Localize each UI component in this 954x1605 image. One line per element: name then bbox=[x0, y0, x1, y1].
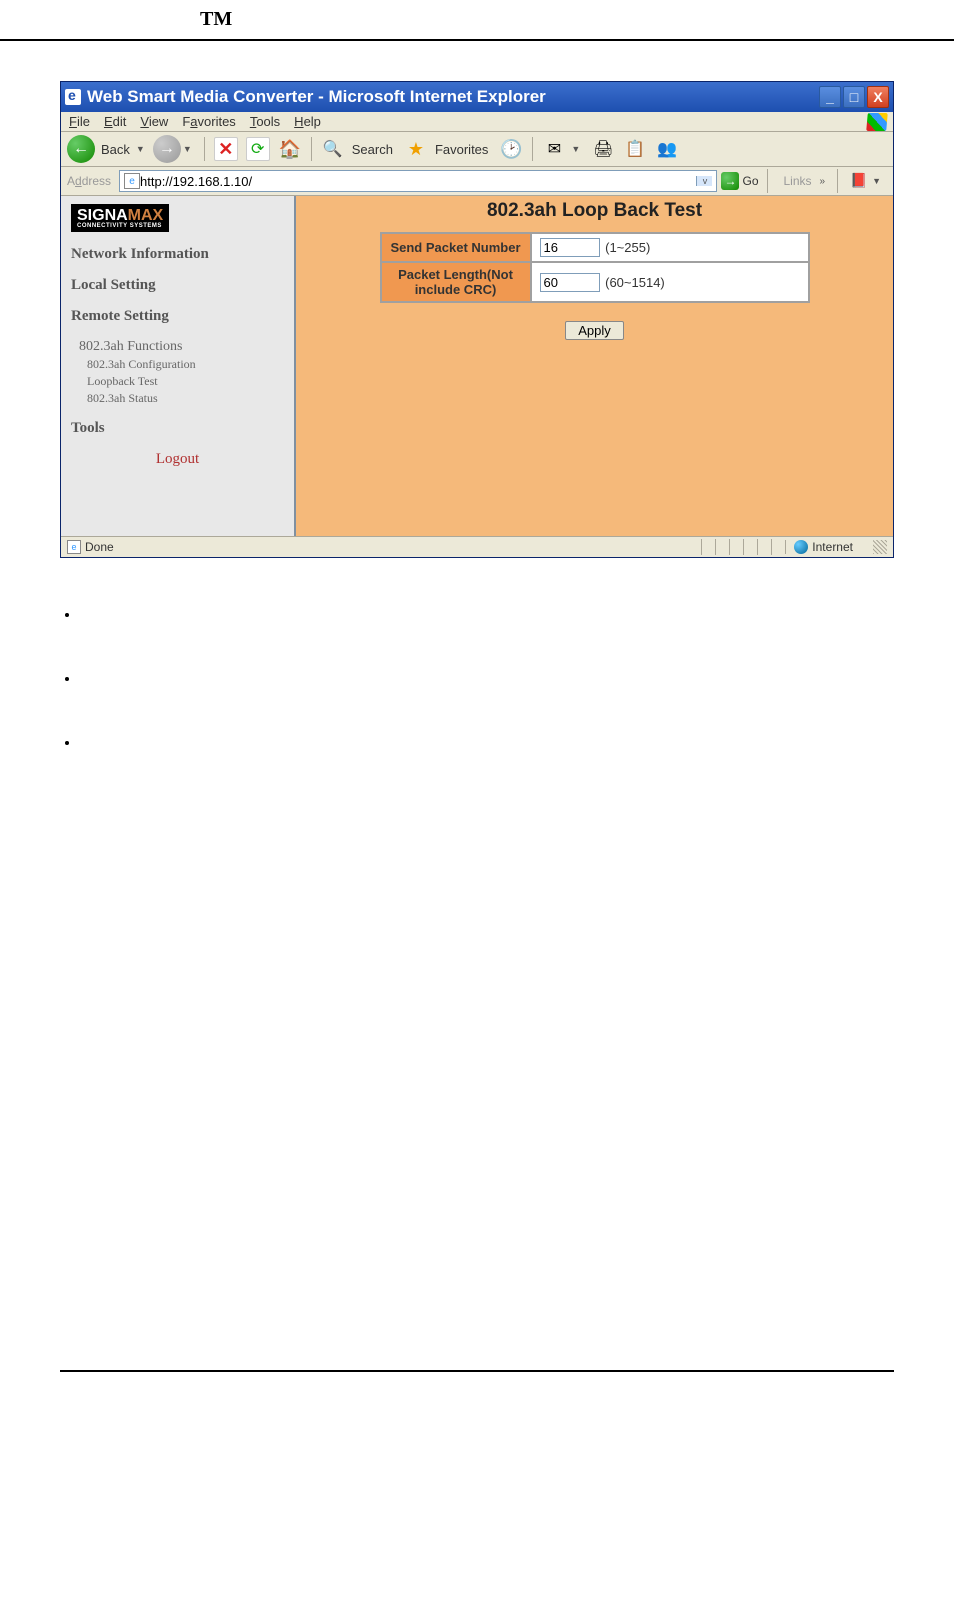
menu-favorites[interactable]: Favorites bbox=[182, 114, 235, 129]
separator bbox=[532, 137, 533, 161]
nav-8023ah-status[interactable]: 802.3ah Status bbox=[87, 391, 284, 406]
trademark-text: TM bbox=[0, 0, 954, 41]
pdf-icon[interactable]: 📕 bbox=[850, 172, 868, 190]
edit-button[interactable]: 📋 bbox=[623, 137, 647, 161]
page-heading: 802.3ah Loop Back Test bbox=[296, 196, 893, 232]
back-icon: ← bbox=[67, 135, 95, 163]
nav-8023ah-functions[interactable]: 802.3ah Functions bbox=[79, 339, 284, 355]
back-button[interactable]: ← Back ▼ bbox=[67, 135, 151, 163]
apply-row: Apply bbox=[296, 303, 893, 358]
security-zone: Internet bbox=[785, 540, 873, 554]
sidebar: SIGNAMAX CONNECTIVITY SYSTEMS Network In… bbox=[61, 196, 296, 536]
go-button[interactable]: → Go bbox=[721, 172, 758, 190]
list-item bbox=[80, 670, 894, 686]
menu-edit[interactable]: Edit bbox=[104, 114, 126, 129]
mail-button[interactable]: ✉ bbox=[542, 137, 566, 161]
chevron-icon[interactable]: » bbox=[820, 176, 826, 187]
menu-file[interactable]: File bbox=[69, 114, 90, 129]
logo-subtitle: CONNECTIVITY SYSTEMS bbox=[77, 223, 163, 229]
go-label: Go bbox=[742, 174, 758, 188]
search-button[interactable]: Search bbox=[352, 142, 393, 157]
logout-link[interactable]: Logout bbox=[71, 451, 284, 468]
pdf-dropdown-icon: ▼ bbox=[872, 176, 881, 186]
search-icon: 🔍 bbox=[321, 137, 345, 161]
forward-button[interactable]: → bbox=[153, 135, 181, 163]
maximize-button[interactable]: □ bbox=[843, 86, 865, 108]
send-packet-cell: (1~255) bbox=[531, 233, 809, 262]
separator bbox=[767, 169, 768, 193]
globe-icon bbox=[794, 540, 808, 554]
addressbar: Address e v → Go Links » 📕 ▼ bbox=[61, 167, 893, 196]
packet-length-range: (60~1514) bbox=[605, 275, 665, 290]
menu-view[interactable]: View bbox=[140, 114, 168, 129]
address-label: Address bbox=[67, 174, 111, 188]
home-button[interactable]: 🏠 bbox=[278, 137, 302, 161]
packet-length-cell: (60~1514) bbox=[531, 262, 809, 302]
address-field-wrapper: e v bbox=[119, 170, 717, 192]
fwd-dropdown-icon: ▼ bbox=[183, 144, 192, 154]
logo: SIGNAMAX CONNECTIVITY SYSTEMS bbox=[71, 204, 169, 232]
menubar: File Edit View Favorites Tools Help bbox=[61, 112, 893, 132]
main-pane: 802.3ah Loop Back Test Send Packet Numbe… bbox=[296, 196, 893, 536]
address-input[interactable] bbox=[140, 174, 696, 189]
messenger-button[interactable]: 👥 bbox=[655, 137, 679, 161]
stop-button[interactable]: ✕ bbox=[214, 137, 238, 161]
nav-remote-setting[interactable]: Remote Setting bbox=[71, 308, 284, 325]
mail-dropdown-icon: ▼ bbox=[571, 144, 580, 154]
toolbar: ← Back ▼ → ▼ ✕ ⟳ 🏠 🔍 Search ★ Favorites … bbox=[61, 132, 893, 167]
status-cells bbox=[701, 539, 785, 555]
send-packet-input[interactable] bbox=[540, 238, 600, 257]
packet-length-input[interactable] bbox=[540, 273, 600, 292]
favorites-icon: ★ bbox=[404, 137, 428, 161]
go-icon: → bbox=[721, 172, 739, 190]
resize-grip-icon[interactable] bbox=[873, 540, 887, 554]
titlebar: Web Smart Media Converter - Microsoft In… bbox=[61, 82, 893, 112]
print-button[interactable]: 🖨 bbox=[591, 137, 615, 161]
send-packet-label: Send Packet Number bbox=[381, 233, 531, 262]
status-text: Done bbox=[85, 540, 114, 554]
window-title: Web Smart Media Converter - Microsoft In… bbox=[87, 87, 817, 107]
back-dropdown-icon: ▼ bbox=[136, 144, 145, 154]
windows-logo-icon bbox=[866, 113, 888, 131]
separator bbox=[837, 169, 838, 193]
list-item bbox=[80, 606, 894, 622]
browser-window: Web Smart Media Converter - Microsoft In… bbox=[60, 81, 894, 558]
list-item bbox=[80, 734, 894, 750]
zone-text: Internet bbox=[812, 540, 853, 554]
nav-8023ah-configuration[interactable]: 802.3ah Configuration bbox=[87, 357, 284, 372]
minimize-button[interactable]: _ bbox=[819, 86, 841, 108]
links-label[interactable]: Links bbox=[784, 174, 812, 188]
close-button[interactable]: X bbox=[867, 86, 889, 108]
logo-accent: MAX bbox=[128, 207, 164, 224]
bullet-list bbox=[60, 606, 894, 750]
nav-loopback-test[interactable]: Loopback Test bbox=[87, 374, 284, 389]
config-table: Send Packet Number (1~255) Packet Length… bbox=[380, 232, 810, 303]
apply-button[interactable]: Apply bbox=[565, 321, 624, 340]
nav-tools[interactable]: Tools bbox=[71, 420, 284, 437]
menu-help[interactable]: Help bbox=[294, 114, 321, 129]
packet-length-label: Packet Length(Not include CRC) bbox=[381, 262, 531, 302]
menu-tools[interactable]: Tools bbox=[250, 114, 280, 129]
address-dropdown-icon[interactable]: v bbox=[696, 176, 712, 186]
history-button[interactable]: 🕑 bbox=[499, 137, 523, 161]
status-left: e Done bbox=[67, 540, 701, 554]
favorites-button[interactable]: Favorites bbox=[435, 142, 488, 157]
status-icon: e bbox=[67, 540, 81, 554]
statusbar: e Done Internet bbox=[61, 536, 893, 557]
table-row: Packet Length(Not include CRC) (60~1514) bbox=[381, 262, 809, 302]
separator bbox=[204, 137, 205, 161]
separator bbox=[311, 137, 312, 161]
footer-rule bbox=[60, 1370, 894, 1372]
content-area: SIGNAMAX CONNECTIVITY SYSTEMS Network In… bbox=[61, 196, 893, 536]
page-icon: e bbox=[124, 173, 140, 189]
nav-local-setting[interactable]: Local Setting bbox=[71, 277, 284, 294]
app-icon bbox=[65, 89, 81, 105]
refresh-button[interactable]: ⟳ bbox=[246, 137, 270, 161]
nav-network-information[interactable]: Network Information bbox=[71, 246, 284, 263]
send-packet-range: (1~255) bbox=[605, 240, 650, 255]
table-row: Send Packet Number (1~255) bbox=[381, 233, 809, 262]
logo-main: SIGNA bbox=[77, 207, 128, 224]
back-label: Back bbox=[101, 142, 130, 157]
